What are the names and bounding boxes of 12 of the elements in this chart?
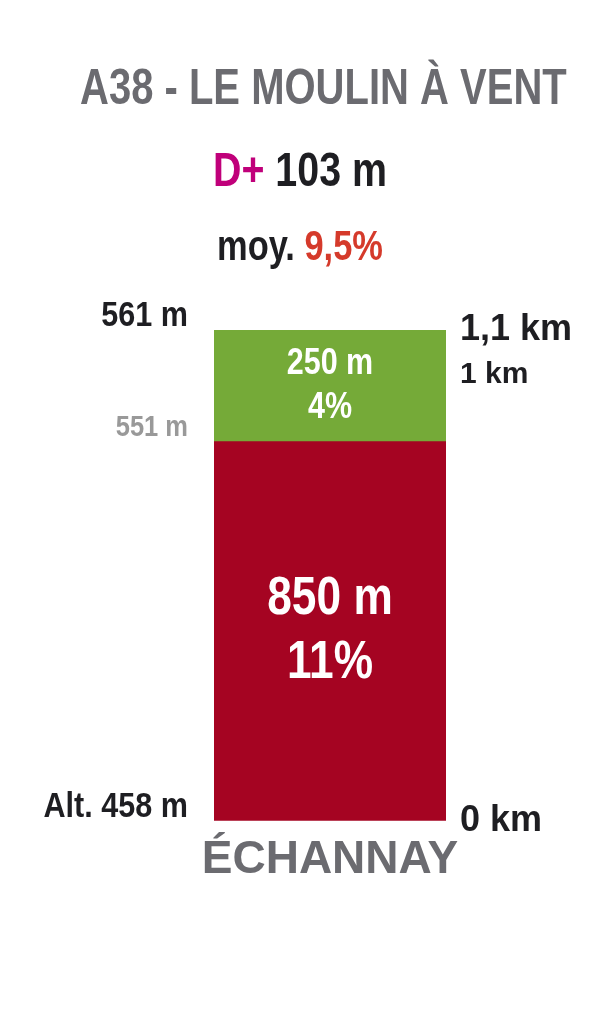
text: 551 m bbox=[115, 408, 188, 443]
annotation: 850 m 11% bbox=[267, 564, 393, 690]
chart-title: A38 - LE MOULIN À VENT bbox=[80, 58, 567, 116]
text: Alt. 458 m bbox=[43, 784, 188, 825]
x-tick-label: ÉCHANNAY bbox=[201, 831, 459, 884]
y-tick-label: 1,1 km bbox=[460, 306, 573, 348]
text: moy. 9,5% bbox=[217, 222, 383, 269]
text: 561 m bbox=[101, 293, 188, 334]
annotation: 250 m 4% bbox=[286, 339, 374, 426]
y-tick-label: 1 km bbox=[460, 355, 529, 389]
y-tick-label: 0 km bbox=[460, 797, 543, 839]
chart-subtitle: D+ 103 m bbox=[213, 143, 387, 196]
